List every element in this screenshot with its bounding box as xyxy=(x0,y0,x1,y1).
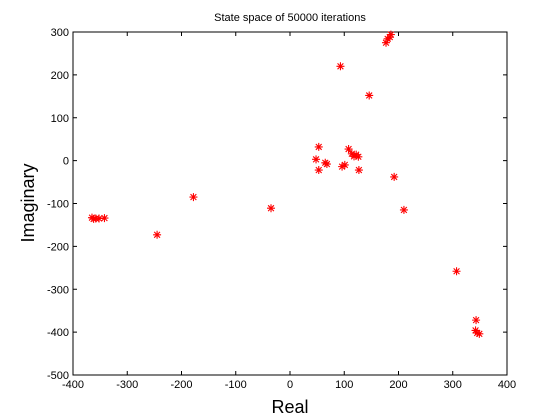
y-tick-label: 200 xyxy=(51,70,69,82)
data-point xyxy=(267,204,276,213)
y-tick-label: -500 xyxy=(47,370,69,382)
data-point xyxy=(390,172,399,181)
y-tick-label: 0 xyxy=(63,156,69,168)
data-point xyxy=(312,155,321,164)
data-point xyxy=(365,91,374,100)
x-tick-label: 100 xyxy=(335,379,353,391)
chart-title: State space of 50000 iterations xyxy=(214,12,366,24)
y-axis-ticks: -500 -400 -300 -200 -100 0 100 200 300 xyxy=(47,27,507,382)
data-point xyxy=(382,38,391,47)
y-tick-label: 100 xyxy=(51,113,69,125)
data-point xyxy=(386,30,395,39)
x-tick-label: 200 xyxy=(389,379,407,391)
y-axis-label: Imaginary xyxy=(18,163,38,242)
x-axis-label: Real xyxy=(271,397,308,417)
data-point xyxy=(340,160,349,169)
x-axis-ticks: -400 -300 -200 -100 0 100 200 300 400 xyxy=(62,32,516,391)
data-point xyxy=(452,267,461,276)
data-point xyxy=(314,142,323,151)
data-point xyxy=(472,316,481,325)
data-point xyxy=(100,214,109,223)
x-tick-label: -300 xyxy=(116,379,138,391)
data-point xyxy=(399,205,408,214)
data-point xyxy=(189,193,198,202)
y-tick-label: -200 xyxy=(47,241,69,253)
data-point xyxy=(475,329,484,338)
x-tick-label: -200 xyxy=(170,379,192,391)
data-point xyxy=(385,33,394,42)
x-tick-label: -100 xyxy=(225,379,247,391)
y-tick-label: -300 xyxy=(47,284,69,296)
data-point xyxy=(322,160,331,169)
plot-area xyxy=(72,31,508,376)
x-tick-label: 400 xyxy=(498,379,516,391)
data-point xyxy=(153,230,162,239)
data-point xyxy=(354,152,363,161)
data-points xyxy=(87,30,484,338)
data-point xyxy=(314,166,323,175)
data-point xyxy=(354,166,363,175)
data-point xyxy=(471,326,480,335)
y-tick-label: 300 xyxy=(51,27,69,39)
data-point xyxy=(336,62,345,71)
data-point xyxy=(473,328,482,337)
y-tick-label: -400 xyxy=(47,327,69,339)
x-tick-label: 0 xyxy=(287,379,293,391)
x-tick-label: -400 xyxy=(62,379,84,391)
data-point xyxy=(344,145,353,154)
y-tick-label: -100 xyxy=(47,199,69,211)
data-point xyxy=(338,162,347,171)
x-tick-label: 300 xyxy=(444,379,462,391)
data-point xyxy=(95,214,104,223)
